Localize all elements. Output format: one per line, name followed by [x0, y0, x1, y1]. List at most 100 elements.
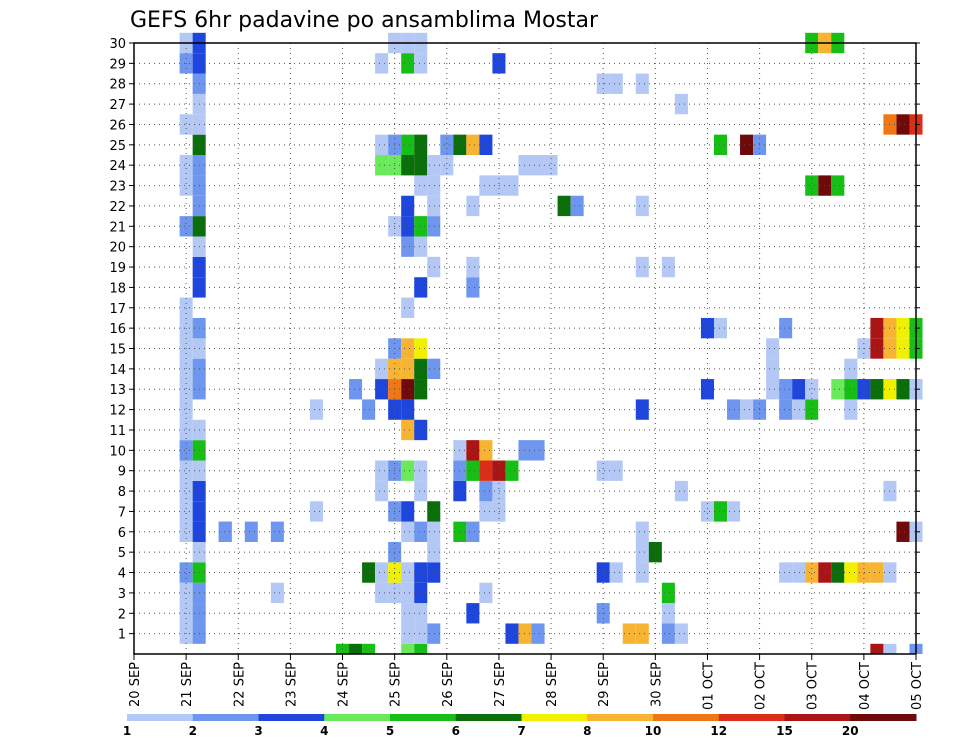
- x-tick-label: 04 OCT: [858, 662, 873, 710]
- y-tick-label: 7: [118, 505, 126, 520]
- heatmap-cell: [492, 460, 506, 481]
- colorbar-tick-label: 20: [842, 724, 859, 738]
- heatmap-cell: [740, 399, 754, 420]
- heatmap-cell: [766, 338, 780, 359]
- y-tick-label: 15: [109, 343, 126, 358]
- heatmap-cell: [792, 379, 806, 400]
- heatmap-cell: [531, 623, 545, 644]
- heatmap-cell: [414, 643, 428, 654]
- heatmap-cell: [635, 562, 649, 583]
- heatmap-cell: [362, 399, 376, 420]
- y-tick-label: 9: [118, 465, 126, 480]
- colorbar-segment: [324, 714, 391, 721]
- heatmap-cell: [505, 175, 519, 196]
- heatmap-cell: [414, 379, 428, 400]
- colorbar-segment: [587, 714, 654, 721]
- y-tick-label: 5: [118, 546, 126, 561]
- heatmap-cell: [479, 480, 493, 502]
- heatmap-cell: [401, 195, 415, 217]
- heatmap-cell: [440, 155, 454, 176]
- heatmap-cell: [401, 297, 415, 318]
- heatmap-cell: [609, 562, 623, 583]
- heatmap-cell: [635, 73, 649, 94]
- heatmap-cell: [792, 562, 806, 583]
- heatmap-cell: [466, 134, 480, 156]
- heatmap-cell: [244, 521, 258, 542]
- x-tick-label: 28 SEP: [545, 662, 560, 707]
- heatmap-cell: [466, 460, 480, 481]
- heatmap-cell: [401, 216, 415, 237]
- y-tick-label: 4: [118, 567, 126, 582]
- heatmap-cell: [479, 460, 493, 481]
- chart-title: GEFS 6hr padavine po ansamblima Mostar: [130, 8, 599, 33]
- heatmap-cell: [414, 236, 428, 257]
- heatmap-cell: [427, 501, 441, 522]
- heatmap-cell: [609, 73, 623, 94]
- y-tick-label: 14: [109, 363, 126, 378]
- heatmap-cell: [401, 460, 415, 481]
- heatmap-cell: [779, 562, 793, 583]
- heatmap-cell: [531, 440, 545, 461]
- heatmap-cell: [179, 480, 193, 502]
- heatmap-cell: [779, 317, 793, 339]
- heatmap-cell: [375, 562, 389, 583]
- heatmap-cell: [727, 399, 741, 420]
- heatmap-cell: [414, 603, 428, 624]
- heatmap-cell: [466, 521, 480, 542]
- x-tick-label: 30 SEP: [649, 662, 664, 707]
- heatmap-cell: [779, 399, 793, 420]
- heatmap-cell: [427, 562, 441, 583]
- y-tick-label: 24: [109, 159, 126, 174]
- heatmap-cell: [440, 134, 454, 156]
- colorbar: 1 2 3 4 5 6 7 8 10 12 15 20: [123, 714, 917, 738]
- colorbar-segment: [850, 714, 917, 721]
- heatmap-cell: [661, 256, 675, 278]
- y-tick-label: 21: [109, 220, 126, 235]
- heatmap-cell: [766, 379, 780, 400]
- heatmap-cell: [401, 582, 415, 604]
- heatmap-cell: [479, 582, 493, 604]
- y-tick-label: 18: [109, 281, 126, 296]
- y-tick-label: 22: [109, 200, 126, 215]
- heatmap-cell: [479, 501, 493, 522]
- heatmap-cell: [427, 195, 441, 217]
- x-tick-label: 24 SEP: [337, 662, 352, 707]
- heatmap-cell: [805, 399, 819, 420]
- colorbar-tick-label: 15: [776, 724, 793, 738]
- heatmap-cell: [414, 480, 428, 502]
- heatmap-cell: [401, 236, 415, 257]
- heatmap-cell: [596, 460, 610, 481]
- heatmap-cell: [570, 195, 584, 217]
- heatmap-cell: [870, 338, 884, 359]
- heatmap-cell: [414, 277, 428, 298]
- heatmap-cell: [896, 379, 910, 400]
- heatmap-cell: [362, 562, 376, 583]
- y-tick-label: 25: [109, 139, 126, 154]
- heatmap-cell: [635, 521, 649, 542]
- heatmap-cell: [713, 134, 728, 156]
- heatmap-cell: [531, 155, 545, 176]
- heatmap-cell: [427, 155, 441, 176]
- heatmap-cell: [896, 521, 910, 542]
- heatmap-cell: [805, 379, 819, 400]
- colorbar-tick-label: 5: [386, 724, 394, 738]
- colorbar-tick-label: 10: [645, 724, 662, 738]
- y-tick-label: 19: [109, 261, 126, 276]
- heatmap-cell: [779, 379, 793, 400]
- heatmap-cell: [492, 480, 506, 502]
- colorbar-segment: [258, 714, 325, 721]
- heatmap-cell: [401, 338, 415, 359]
- y-tick-label: 28: [109, 78, 126, 93]
- heatmap-cell: [349, 379, 363, 400]
- heatmap-cell: [414, 53, 428, 74]
- heatmap-cell: [870, 643, 884, 654]
- heatmap-cell: [466, 277, 480, 298]
- y-tick-label: 23: [109, 180, 126, 195]
- y-tick-label: 17: [109, 302, 126, 317]
- heatmap-cell: [427, 358, 441, 380]
- heatmap-cell: [414, 562, 428, 583]
- heatmap-cell: [831, 175, 845, 196]
- colorbar-segment: [784, 714, 851, 721]
- heatmap-cell: [700, 379, 714, 400]
